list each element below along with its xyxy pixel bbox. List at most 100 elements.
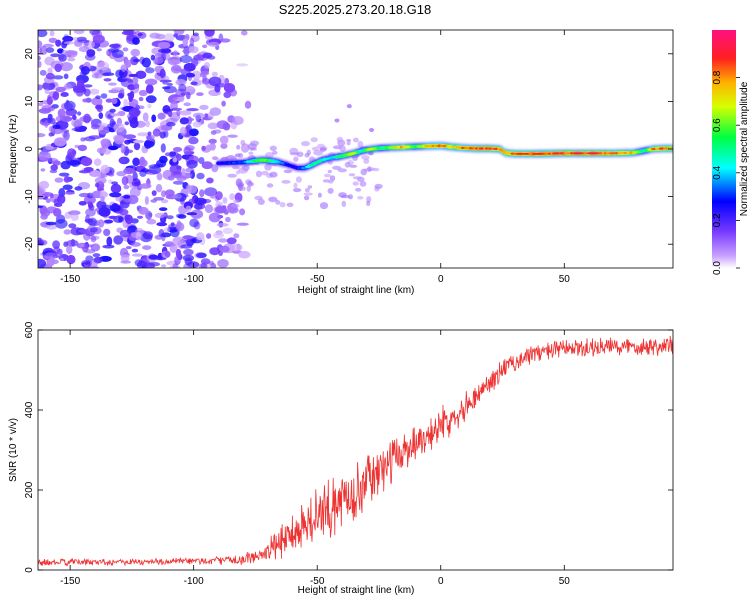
noise-blob [44, 120, 49, 128]
noise-blob [85, 208, 96, 217]
noise-blob [154, 53, 167, 58]
noise-blob [66, 245, 73, 255]
noise-blob [344, 161, 351, 168]
noise-blob [159, 68, 166, 79]
noise-blob [48, 37, 58, 43]
noise-blob [200, 70, 210, 76]
noise-blob [200, 258, 211, 265]
noise-blob [135, 70, 147, 80]
noise-blob [159, 79, 172, 83]
noise-blob [73, 85, 86, 93]
noise-blob [301, 141, 310, 147]
noise-blob [215, 191, 223, 201]
spectrogram-y-ticks: -20 -10 0 10 20 [24, 48, 673, 251]
spectrogram-noise-field [38, 30, 383, 268]
noise-blob [148, 262, 161, 267]
noise-blob [59, 257, 64, 262]
noise-blob [163, 108, 174, 112]
faint-feature [334, 118, 340, 123]
noise-blob [114, 134, 125, 145]
noise-blob [119, 208, 129, 216]
noise-blob [174, 255, 181, 266]
noise-blob [255, 170, 263, 178]
noise-blob [83, 167, 94, 172]
noise-blob [147, 131, 152, 136]
noise-blob [374, 183, 383, 189]
noise-blob [55, 219, 68, 229]
noise-blob [222, 197, 228, 204]
noise-blob [161, 264, 167, 268]
noise-blob [163, 227, 170, 233]
noise-blob [202, 44, 208, 49]
noise-blob [141, 57, 151, 68]
noise-blob [93, 158, 102, 166]
noise-blob [40, 168, 46, 172]
noise-blob [292, 188, 302, 193]
noise-blob [171, 107, 183, 111]
noise-blob [269, 171, 278, 178]
noise-blob [231, 116, 244, 125]
noise-blob [244, 100, 252, 109]
noise-blob [120, 254, 130, 263]
noise-blob [213, 232, 225, 239]
noise-blob [96, 147, 107, 154]
snr-frame [37, 329, 674, 571]
noise-blob [130, 242, 141, 247]
noise-blob [234, 153, 241, 158]
noise-blob [67, 57, 76, 62]
noise-blob [201, 161, 213, 170]
noise-blob [83, 84, 93, 88]
noise-blob [39, 69, 47, 76]
noise-blob [247, 180, 253, 187]
noise-blob [70, 213, 79, 222]
noise-blob [54, 137, 67, 147]
noise-blob [95, 95, 101, 99]
noise-blob [191, 70, 202, 80]
noise-blob [150, 199, 157, 203]
noise-blob [70, 159, 81, 167]
noise-blob [193, 32, 199, 37]
noise-blob [346, 141, 351, 146]
noise-blob [42, 81, 56, 91]
noise-blob [175, 153, 182, 161]
noise-blob [38, 180, 50, 190]
noise-blob [68, 223, 77, 229]
snr-panel: -150 -100 -50 0 50 0 200 400 600 Height of stra… [8, 321, 674, 596]
noise-blob [215, 206, 227, 214]
noise-blob [227, 173, 237, 178]
noise-blob [327, 187, 334, 194]
noise-blob [225, 216, 231, 223]
noise-blob [166, 121, 176, 127]
noise-blob [303, 195, 310, 201]
noise-blob [348, 194, 353, 200]
snr-xtick-label: 50 [559, 576, 571, 587]
noise-blob [122, 47, 129, 52]
noise-blob [206, 144, 212, 150]
noise-blob [60, 116, 73, 122]
noise-blob [64, 50, 78, 58]
snr-plot-area [38, 330, 673, 570]
noise-blob [151, 190, 157, 197]
noise-blob [172, 175, 185, 179]
noise-blob [54, 63, 62, 73]
noise-blob [156, 222, 168, 227]
noise-blob [83, 195, 96, 205]
noise-blob [189, 218, 200, 228]
noise-blob [120, 143, 126, 154]
noise-blob [83, 231, 91, 241]
noise-blob [352, 181, 359, 186]
noise-blob [185, 88, 196, 93]
noise-blob [175, 79, 187, 86]
noise-blob [152, 128, 161, 137]
noise-blob [91, 124, 100, 130]
noise-blob [185, 205, 192, 213]
noise-blob [348, 173, 356, 177]
noise-blob [164, 152, 171, 157]
colorbar-label: Normalized spectral amplitude [739, 81, 750, 216]
noise-blob [131, 76, 139, 85]
noise-blob [239, 208, 246, 216]
noise-blob [121, 176, 129, 186]
noise-blob [171, 194, 183, 199]
noise-blob [167, 59, 181, 65]
noise-blob [78, 229, 90, 233]
